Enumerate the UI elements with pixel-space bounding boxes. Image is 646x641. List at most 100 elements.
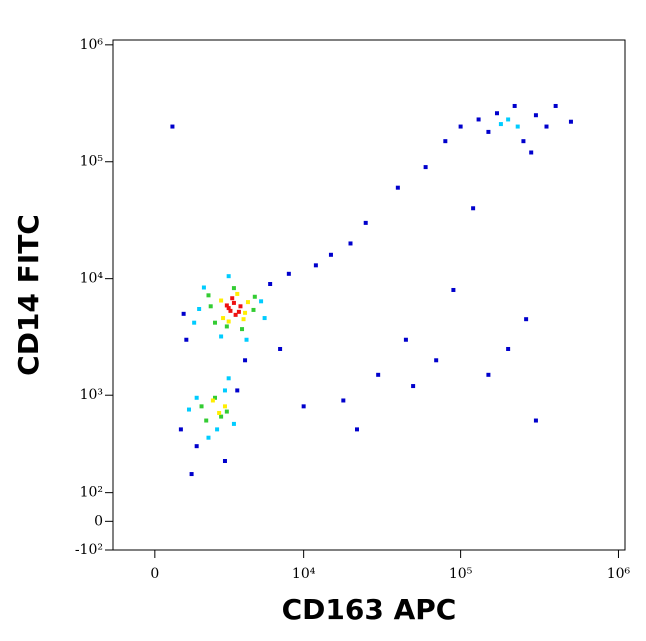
- point: [231, 286, 236, 291]
- point: [328, 252, 333, 257]
- point: [224, 303, 229, 308]
- point: [213, 320, 218, 325]
- y-tick-label: 0: [94, 513, 103, 529]
- x-tick-label: 10⁵: [449, 566, 473, 582]
- point: [215, 427, 220, 432]
- point: [395, 185, 400, 190]
- point: [240, 327, 245, 332]
- y-axis-title: CD14 FITC: [12, 214, 45, 376]
- point: [252, 294, 257, 299]
- point: [354, 427, 359, 432]
- point: [434, 358, 439, 363]
- point: [403, 337, 408, 342]
- point: [512, 103, 517, 108]
- point: [235, 388, 240, 393]
- point: [230, 296, 235, 301]
- point: [486, 129, 491, 134]
- point: [189, 472, 194, 477]
- point: [243, 310, 248, 315]
- point: [411, 384, 416, 389]
- point: [251, 307, 256, 312]
- point: [226, 274, 231, 279]
- point: [194, 395, 199, 400]
- point: [226, 319, 231, 324]
- point: [471, 206, 476, 211]
- point: [476, 117, 481, 122]
- y-tick-label: -10²: [75, 542, 103, 558]
- x-axis-title: CD163 APC: [282, 593, 457, 626]
- y-tick-label: 10²: [80, 485, 103, 501]
- point: [533, 113, 538, 118]
- y-tick-label: 10⁶: [80, 37, 104, 53]
- point: [301, 404, 306, 409]
- x-tick-label: 0: [150, 566, 159, 582]
- point: [231, 300, 236, 305]
- point: [206, 435, 211, 440]
- point: [219, 334, 224, 339]
- point: [238, 304, 243, 309]
- point: [197, 306, 202, 311]
- point: [224, 324, 229, 329]
- point: [268, 282, 273, 287]
- point: [186, 407, 191, 412]
- point: [235, 291, 240, 296]
- x-tick-label: 10⁴: [292, 566, 316, 582]
- point: [222, 459, 227, 464]
- point: [208, 304, 213, 309]
- point: [217, 410, 222, 415]
- y-tick-label: 10⁵: [80, 154, 104, 170]
- point: [241, 317, 246, 322]
- point: [262, 316, 267, 321]
- point: [529, 150, 534, 155]
- point: [231, 421, 236, 426]
- point: [222, 388, 227, 393]
- plot-frame: [112, 39, 626, 551]
- y-tick-label: 10⁴: [80, 271, 104, 287]
- point: [341, 398, 346, 403]
- point: [181, 311, 186, 316]
- point: [204, 418, 209, 423]
- point: [348, 241, 353, 246]
- point: [221, 316, 226, 321]
- point: [236, 309, 241, 314]
- point: [286, 271, 291, 276]
- point: [210, 398, 215, 403]
- point: [222, 404, 227, 409]
- point: [515, 124, 520, 129]
- point: [226, 376, 231, 381]
- point: [506, 117, 511, 122]
- point: [178, 427, 183, 432]
- point: [486, 372, 491, 377]
- point: [423, 165, 428, 170]
- point: [544, 124, 549, 129]
- point: [363, 220, 368, 225]
- point: [219, 298, 224, 303]
- y-tick-label: 10³: [80, 387, 103, 403]
- point: [224, 409, 229, 414]
- point: [206, 293, 211, 298]
- point: [228, 308, 233, 313]
- point: [521, 139, 526, 144]
- point: [506, 346, 511, 351]
- x-tick-label: 10⁶: [607, 566, 631, 582]
- point: [201, 285, 206, 290]
- point: [568, 119, 573, 124]
- point: [553, 103, 558, 108]
- point: [226, 306, 231, 311]
- point: [443, 139, 448, 144]
- point: [192, 320, 197, 325]
- point: [199, 404, 204, 409]
- point: [533, 418, 538, 423]
- point: [170, 124, 175, 129]
- point: [259, 299, 264, 304]
- point: [498, 122, 503, 127]
- point: [184, 337, 189, 342]
- point: [219, 414, 224, 419]
- point: [194, 444, 199, 449]
- point: [213, 395, 218, 400]
- point: [243, 358, 248, 363]
- point: [376, 372, 381, 377]
- point: [313, 263, 318, 268]
